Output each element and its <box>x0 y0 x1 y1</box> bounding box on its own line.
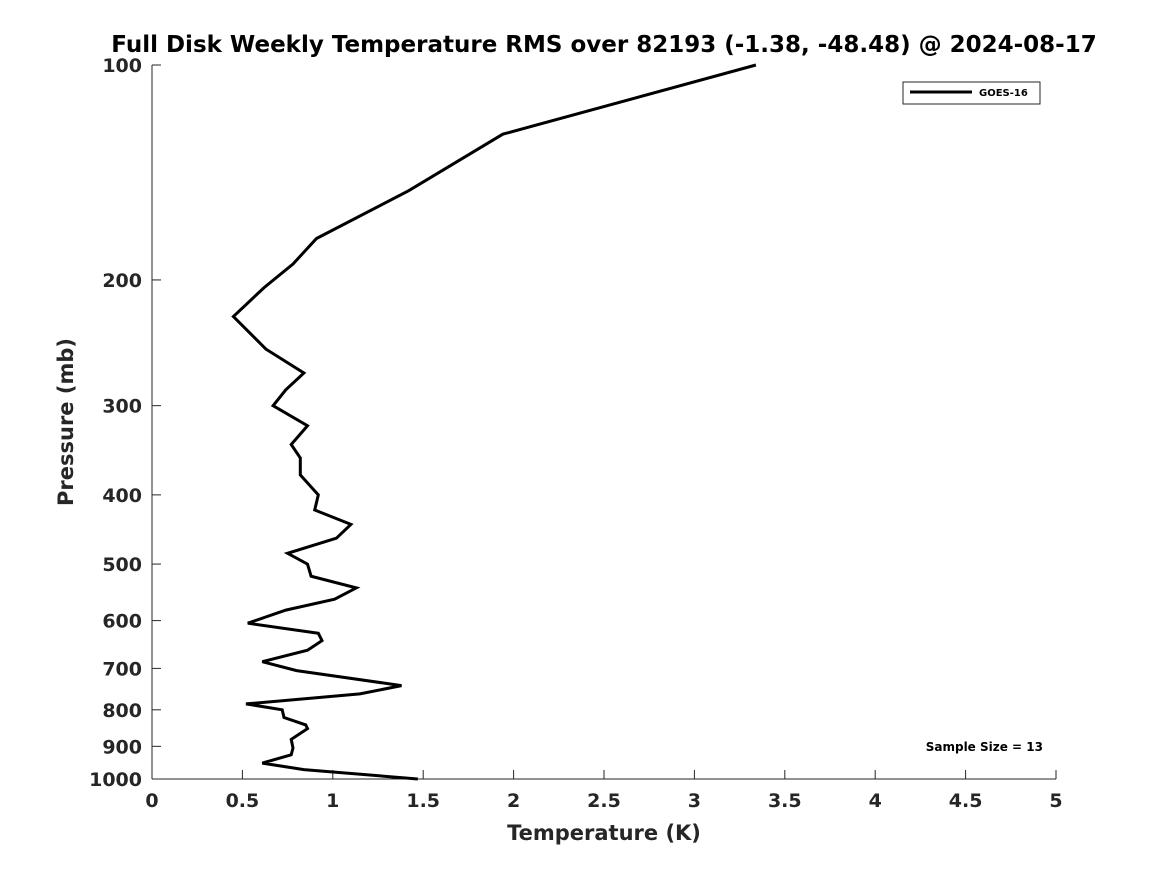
y-tick-label: 800 <box>102 700 142 722</box>
sample-size-annotation: Sample Size = 13 <box>926 740 1043 754</box>
x-tick-label: 0 <box>145 790 158 812</box>
legend-label-goes16: GOES-16 <box>979 88 1028 99</box>
y-tick-label: 300 <box>102 396 142 418</box>
x-tick-label: 1.5 <box>406 790 440 812</box>
x-tick-label: 5 <box>1049 790 1062 812</box>
x-tick-label: 4 <box>869 790 882 812</box>
series-line-goes16 <box>231 63 757 781</box>
x-tick-label: 3.5 <box>768 790 802 812</box>
legend: GOES-16 <box>902 81 1041 105</box>
x-axis-label: Temperature (K) <box>507 821 701 845</box>
x-axis-ticks: 0 0.5 1 1.5 2 2.5 3 3.5 4 4.5 5 <box>145 770 1063 812</box>
y-tick-label: 100 <box>102 55 142 77</box>
x-tick-label: 1 <box>326 790 339 812</box>
x-tick-label: 0.5 <box>226 790 260 812</box>
y-axis-label: Pressure (mb) <box>54 338 78 506</box>
y-tick-label: 900 <box>102 736 142 758</box>
y-tick-label: 500 <box>102 554 142 576</box>
y-tick-label: 400 <box>102 485 142 507</box>
x-tick-label: 3 <box>688 790 701 812</box>
y-axis-ticks: 100 200 300 400 500 600 700 800 900 1000 <box>89 55 161 791</box>
y-tick-label: 600 <box>102 611 142 633</box>
x-tick-label: 4.5 <box>949 790 983 812</box>
x-tick-label: 2.5 <box>587 790 621 812</box>
chart-title: Full Disk Weekly Temperature RMS over 82… <box>111 32 1097 58</box>
y-tick-label: 200 <box>102 270 142 292</box>
x-tick-label: 2 <box>507 790 520 812</box>
y-tick-label: 700 <box>102 658 142 680</box>
y-tick-label: 1000 <box>89 769 142 791</box>
